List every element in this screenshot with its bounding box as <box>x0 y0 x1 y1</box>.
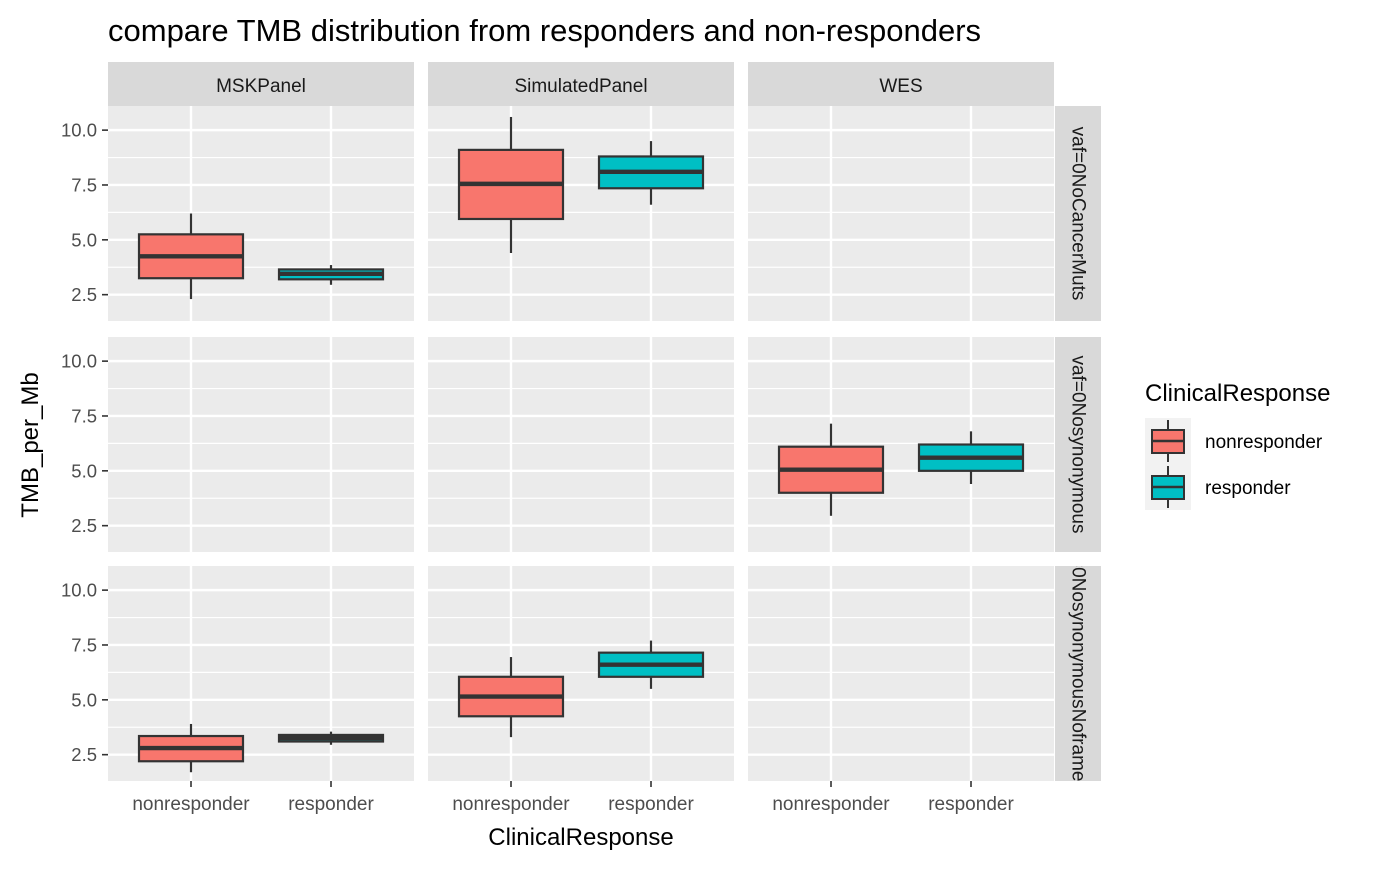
row-strip-clip: vaf=0NoCancerMuts <box>1068 127 1089 301</box>
x-tick-label: responder <box>288 794 374 815</box>
row-strip-1 <box>1055 106 1101 321</box>
row-strip-label: vaf=0Nosynonymous <box>1068 356 1089 534</box>
y-tick-label: 7.5 <box>71 405 97 426</box>
panel-mskpanel-row-2 <box>108 337 414 552</box>
legend: ClinicalResponse nonresponder responder <box>1145 380 1330 510</box>
row-strip-label: vaf=0NoCancerMuts <box>1068 127 1089 301</box>
y-tick-label: 7.5 <box>71 174 97 195</box>
box-simulatedpanel-row-1-nonresponder <box>457 116 565 253</box>
box-mskpanel-row-1-nonresponder <box>137 213 245 300</box>
row-strip-clip: vaf=0Nosynonymous <box>1068 356 1089 534</box>
box-simulatedpanel-row-3-responder <box>597 640 705 689</box>
x-tick-label: responder <box>608 794 694 815</box>
panel-wes-row-3 <box>748 566 1054 781</box>
x-axis-label: ClinicalResponse <box>488 824 673 851</box>
legend-label: nonresponder <box>1205 432 1323 453</box>
col-strip-label: SimulatedPanel <box>514 76 647 97</box>
y-tick-label: 7.5 <box>71 634 97 655</box>
col-strip-label: MSKPanel <box>216 76 306 97</box>
panel-background <box>428 337 734 552</box>
y-tick-label: 10.0 <box>61 120 97 141</box>
panel-mskpanel-row-1 <box>108 106 414 321</box>
col-strip-simulatedpanel <box>428 62 734 106</box>
panel-wes-row-1 <box>748 106 1054 321</box>
y-tick-label: 5.0 <box>71 689 97 710</box>
box-mskpanel-row-3-responder <box>277 731 385 745</box>
y-tick-label: 10.0 <box>61 580 97 601</box>
col-strip-wes <box>748 62 1054 106</box>
row-strip-3 <box>1055 566 1101 781</box>
row-strip-label: vaf=0NosynonymousNoframeshift <box>1068 531 1089 817</box>
col-strip-label: WES <box>879 76 922 97</box>
box-simulatedpanel-row-1-responder <box>597 141 705 205</box>
x-tick-label: nonresponder <box>772 794 890 815</box>
panel-background <box>108 337 414 552</box>
chart-title: compare TMB distribution from responders… <box>108 13 981 48</box>
box-mskpanel-row-1-responder <box>277 265 385 285</box>
box-wes-row-2-responder <box>917 431 1025 484</box>
row-strip-clip: vaf=0NosynonymousNoframeshift <box>1068 531 1089 817</box>
facet-panels: MSKPanel SimulatedPanel WES vaf=0NoCancerMu… <box>61 62 1101 817</box>
panel-simulatedpanel-row-2 <box>428 337 734 552</box>
box-wes-row-2-nonresponder <box>777 423 885 516</box>
y-tick-label: 10.0 <box>61 351 97 372</box>
legend-label: responder <box>1205 478 1291 499</box>
col-strip-mskpanel <box>108 62 414 106</box>
panel-background <box>108 106 414 321</box>
row-strip-2 <box>1055 337 1101 552</box>
y-axis-label: TMB_per_Mb <box>17 372 44 517</box>
panel-background <box>748 566 1054 781</box>
panel-background <box>748 106 1054 321</box>
legend-item-responder: responder <box>1145 464 1291 510</box>
y-tick-label: 5.0 <box>71 460 97 481</box>
x-tick-label: nonresponder <box>452 794 570 815</box>
box-simulatedpanel-row-3-nonresponder <box>457 657 565 738</box>
y-tick-label: 2.5 <box>71 284 97 305</box>
x-tick-label: responder <box>928 794 1014 815</box>
y-tick-label: 2.5 <box>71 744 97 765</box>
legend-item-nonresponder: nonresponder <box>1145 418 1323 464</box>
y-tick-label: 5.0 <box>71 229 97 250</box>
legend-title: ClinicalResponse <box>1145 380 1330 407</box>
box-mskpanel-row-3-nonresponder <box>137 723 245 773</box>
x-tick-label: nonresponder <box>132 794 250 815</box>
y-tick-label: 2.5 <box>71 515 97 536</box>
